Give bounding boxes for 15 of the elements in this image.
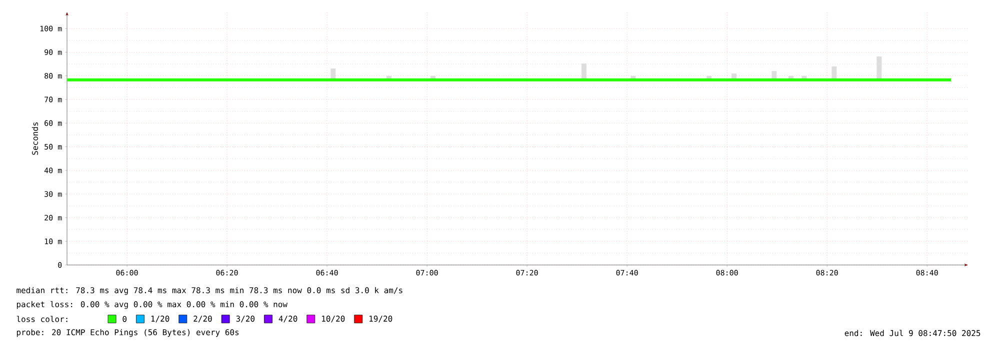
legend-label: 4/20 — [278, 316, 298, 322]
bar — [581, 64, 586, 80]
legend-label: 2/20 — [194, 316, 212, 322]
text: packet loss: 0.00 % avg 0.00 % max 0.00 % min 0.00 % now — [16, 301, 288, 309]
text: median rtt: 78.3 ms avg 78.4 ms max 78.3 ms min 78.3 ms now 0.0 ms sd 3.0 k am/s — [16, 287, 402, 295]
legend-label: 0 — [122, 316, 127, 322]
legend-label: 19/20 — [370, 316, 392, 322]
bar — [876, 56, 882, 80]
y-axis-title: Seconds — [32, 122, 38, 155]
text: probe: 20 ICMP Echo Pings (56 Bytes) every 60s — [16, 329, 239, 337]
text: end: Wed Jul 9 08:47:50 2025 — [844, 330, 980, 336]
legend-label: 3/20 — [236, 316, 254, 322]
legend-label: 10/20 — [322, 316, 345, 322]
legend-label: 1/20 — [151, 316, 170, 322]
legend-title: loss color: — [16, 316, 68, 322]
